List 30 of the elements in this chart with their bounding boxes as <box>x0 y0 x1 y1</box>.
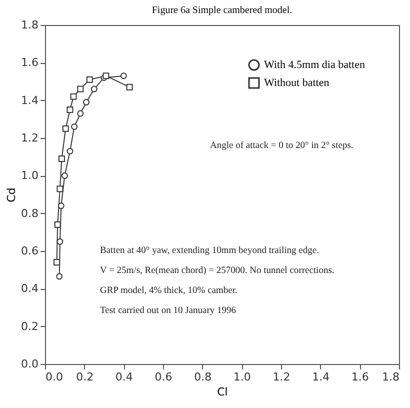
y-tick-label: 0.6 <box>21 244 38 258</box>
legend-label: Without batten <box>264 77 330 89</box>
annotation: GRP model, 4% thick, 10% camber. <box>100 286 238 296</box>
x-tick-label: 0.2 <box>76 370 94 384</box>
annotation: V = 25m/s, Re(mean chord) = 257000. No tunnel corrections. <box>100 266 334 276</box>
y-tick-label: 0.4 <box>21 282 38 296</box>
y-tick-label: 1.6 <box>21 56 38 70</box>
y-tick-label: 1.2 <box>21 132 38 144</box>
annotation: Angle of attack = 0 to 20° in 2° steps. <box>210 141 354 151</box>
x-tick-label: 0.4 <box>115 370 133 384</box>
annotation: Test carried out on 10 January 1996 <box>100 306 236 316</box>
x-tick-label: 0.0 <box>46 370 63 384</box>
y-tick-label: 0.8 <box>21 206 38 220</box>
x-tick-label: 1.4 <box>312 370 330 384</box>
y-tick-label: 1.8 <box>21 18 38 32</box>
x-tick-label: 1.6 <box>351 370 369 384</box>
y-tick-label: 0.2 <box>21 320 38 333</box>
annotation: Batten at 40° yaw, extending 10mm beyond trailing edge. <box>100 246 319 256</box>
legend-label: With 4.5mm dia batten <box>264 59 366 71</box>
y-tick-label: 1.0 <box>21 169 38 182</box>
x-axis-title: Cl <box>217 386 228 398</box>
x-tick-label: 1.2 <box>272 370 290 384</box>
x-tick-label: 1.8 <box>382 370 400 384</box>
x-tick-label: 0.6 <box>154 370 172 384</box>
y-tick-label: 0.0 <box>21 358 38 370</box>
y-tick-label: 1.4 <box>21 94 38 107</box>
chart-title: Figure 6a Simple cambered model. <box>152 5 292 16</box>
x-tick-label: 1.0 <box>233 370 251 384</box>
x-tick-label: 0.8 <box>194 370 212 384</box>
y-axis-title: Cd <box>5 188 18 202</box>
